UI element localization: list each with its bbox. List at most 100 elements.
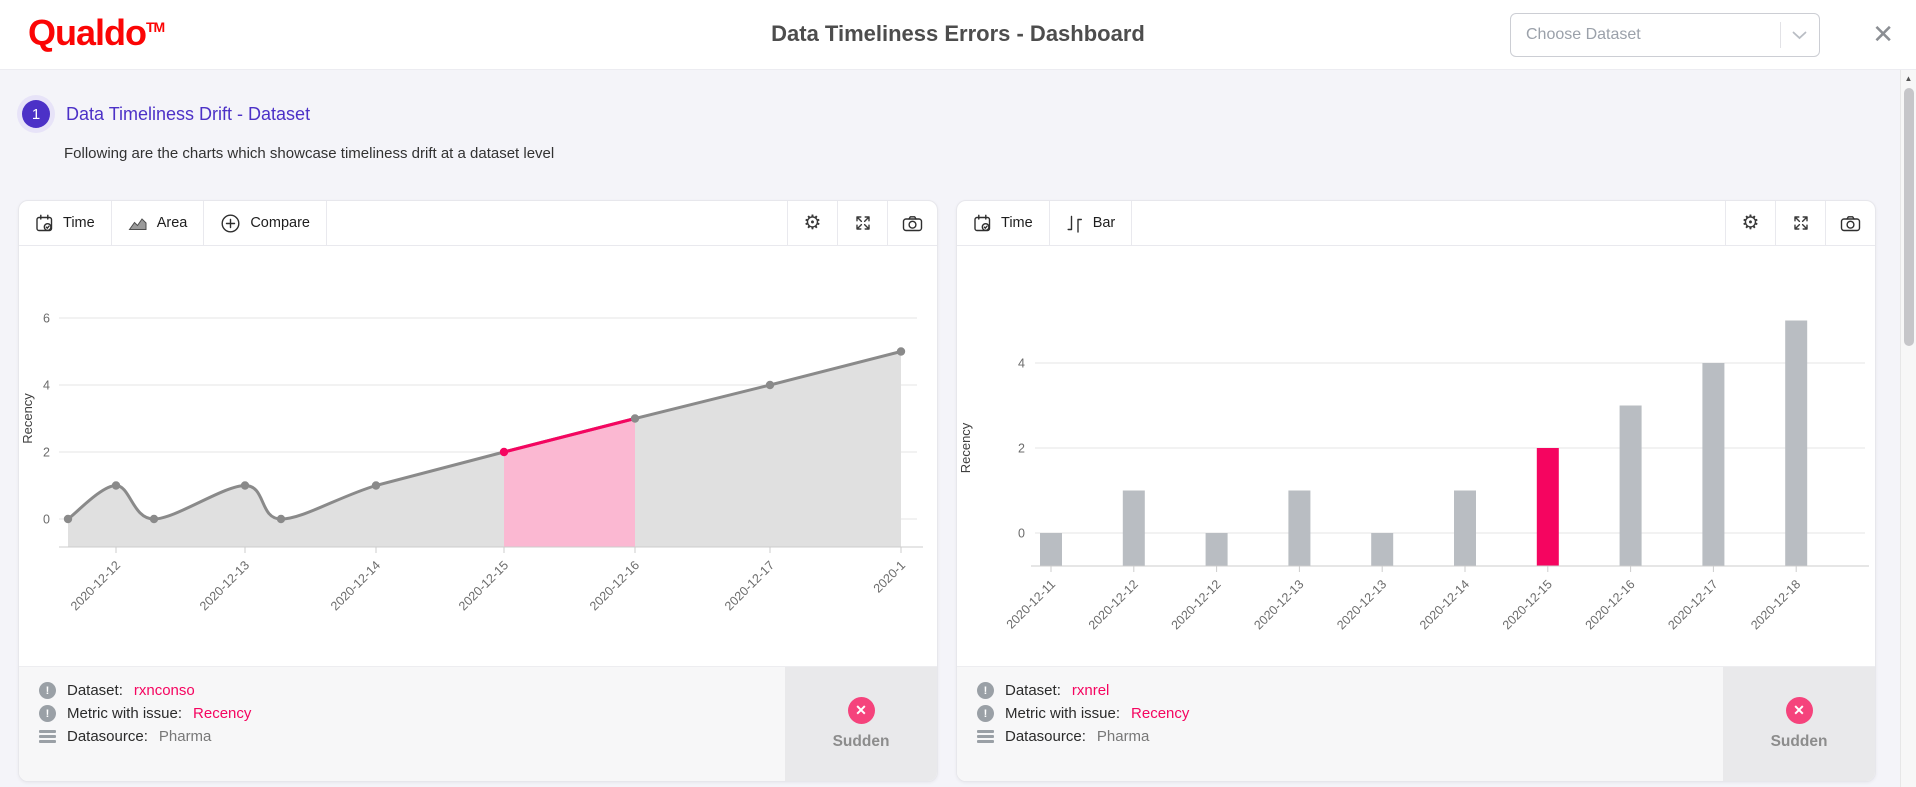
svg-text:2020-12-16: 2020-12-16 (587, 558, 642, 613)
plus-circle-icon (221, 213, 240, 233)
x-circle-icon: ✕ (847, 697, 875, 724)
area-type-label: Area (156, 215, 188, 231)
camera-icon (902, 215, 923, 231)
dataset-label: Dataset: (67, 682, 123, 699)
chevron-down-icon (1792, 31, 1807, 39)
metric-label: Metric with issue: (1005, 705, 1121, 722)
datasource-value: Pharma (158, 728, 212, 745)
bar-chart-box: 0 2 4 2020-12-11 2020-12-12 2020-12-12 2020-12… (957, 246, 1875, 666)
scrollbar-thumb[interactable] (1904, 88, 1914, 346)
svg-text:2020-12-17: 2020-12-17 (1665, 577, 1720, 632)
time-button[interactable]: Time (19, 201, 112, 245)
svg-text:6: 6 (43, 312, 50, 326)
svg-text:2020-12-14: 2020-12-14 (1417, 577, 1472, 632)
svg-text:2: 2 (1018, 442, 1025, 456)
svg-text:2020-12-12: 2020-12-12 (68, 558, 123, 613)
x-circle-icon: ✕ (1785, 697, 1813, 724)
svg-text:2020-1: 2020-1 (871, 558, 908, 595)
svg-text:2020-12-13: 2020-12-13 (197, 558, 252, 613)
logo-trademark: TM (146, 19, 165, 35)
expand-icon (855, 216, 870, 230)
toolbar-spacer (327, 201, 787, 245)
svg-text:2020-12-15: 2020-12-15 (456, 558, 511, 613)
drift-type-label: Sudden (832, 733, 890, 750)
bar-chart-card: Time Bar ⚙ (956, 200, 1876, 782)
dataset-label: Dataset: (1005, 682, 1061, 699)
metric-row: ! Metric with issue: Recency (39, 705, 785, 722)
svg-text:2020-12-15: 2020-12-15 (1500, 577, 1555, 632)
svg-text:0: 0 (1018, 527, 1025, 541)
datasource-label: Datasource: (1005, 728, 1086, 745)
svg-text:4: 4 (1018, 357, 1025, 371)
dataset-value: rxnrel (1071, 682, 1110, 699)
dataset-row: ! Dataset: rxnconso (39, 682, 785, 699)
fullscreen-button[interactable] (837, 201, 887, 245)
area-card-footer: ! Dataset: rxnconso ! Metric with issue:… (19, 666, 937, 781)
datasource-row: Datasource: Pharma (39, 728, 785, 745)
close-icon[interactable]: ✕ (1872, 19, 1894, 49)
expand-icon (1793, 216, 1808, 230)
camera-icon (1840, 215, 1861, 231)
dashboard-content: 1 Data Timeliness Drift - Dataset Follow… (0, 70, 1900, 787)
compare-button[interactable]: Compare (204, 201, 327, 245)
svg-text:2020-12-16: 2020-12-16 (1583, 577, 1638, 632)
bar-card-toolbar: Time Bar ⚙ (957, 201, 1875, 246)
bar-chart[interactable]: 0 2 4 2020-12-11 2020-12-12 2020-12-12 2020-12… (957, 248, 1875, 666)
gear-icon: ⚙ (1741, 212, 1760, 234)
info-icon: ! (39, 682, 56, 699)
bar-chart-icon (1067, 215, 1082, 233)
snapshot-button[interactable] (887, 201, 937, 245)
choose-dataset-placeholder: Choose Dataset (1526, 26, 1641, 43)
area-card-toolbar: Time Area Compare ⚙ (19, 201, 937, 246)
section-title: Data Timeliness Drift - Dataset (66, 103, 311, 124)
info-icon: ! (977, 705, 994, 722)
dropdown-divider (1780, 22, 1781, 48)
svg-text:Recency: Recency (958, 422, 973, 473)
svg-text:2020-12-13: 2020-12-13 (1334, 577, 1389, 632)
choose-dataset-select[interactable]: Choose Dataset (1510, 13, 1820, 57)
time-button-label: Time (1001, 215, 1033, 231)
svg-text:0: 0 (43, 513, 50, 527)
svg-text:Recency: Recency (20, 393, 35, 444)
section-number-badge: 1 (22, 100, 50, 128)
metric-value: Recency (193, 705, 252, 722)
area-chart[interactable]: 0 2 4 6 2020-12-12 2020-12-13 2020-12-14 2020-1… (19, 248, 937, 666)
svg-text:2020-12-14: 2020-12-14 (328, 558, 383, 613)
svg-text:2020-12-13: 2020-12-13 (1251, 577, 1306, 632)
gear-icon: ⚙ (803, 212, 822, 234)
scroll-up-arrow[interactable]: ▲ (1904, 73, 1913, 83)
svg-text:2020-12-17: 2020-12-17 (722, 558, 777, 613)
vertical-scrollbar[interactable]: ▲ (1900, 70, 1916, 787)
metric-label: Metric with issue: (67, 705, 183, 722)
settings-button[interactable]: ⚙ (1725, 201, 1775, 245)
time-button[interactable]: Time (957, 201, 1050, 245)
compare-button-label: Compare (250, 215, 310, 231)
calendar-check-icon (974, 214, 991, 231)
footer-rows: ! Dataset: rxnconso ! Metric with issue:… (19, 667, 785, 781)
datasource-row: Datasource: Pharma (977, 728, 1723, 745)
svg-text:2020-12-12: 2020-12-12 (1169, 577, 1224, 632)
area-type-button[interactable]: Area (112, 201, 205, 245)
svg-text:2020-12-18: 2020-12-18 (1748, 577, 1803, 632)
calendar-check-icon (36, 214, 53, 231)
svg-text:4: 4 (43, 379, 50, 393)
drift-type-label: Sudden (1770, 733, 1828, 750)
drift-type-badge: ✕ Sudden (785, 667, 937, 781)
svg-text:2: 2 (43, 446, 50, 460)
info-icon: ! (39, 705, 56, 722)
dataset-row: ! Dataset: rxnrel (977, 682, 1723, 699)
datasource-label: Datasource: (67, 728, 148, 745)
bar-card-footer: ! Dataset: rxnrel ! Metric with issue: R… (957, 666, 1875, 781)
datasource-icon (977, 730, 994, 743)
toolbar-spacer (1132, 201, 1725, 245)
snapshot-button[interactable] (1825, 201, 1875, 245)
svg-text:2020-12-12: 2020-12-12 (1086, 577, 1141, 632)
metric-value: Recency (1131, 705, 1190, 722)
bar-type-button[interactable]: Bar (1050, 201, 1133, 245)
area-chart-card: Time Area Compare ⚙ (18, 200, 938, 782)
logo-text: Qualdo (28, 12, 147, 53)
datasource-icon (39, 730, 56, 743)
charts-row: Time Area Compare ⚙ (18, 200, 1876, 782)
settings-button[interactable]: ⚙ (787, 201, 837, 245)
fullscreen-button[interactable] (1775, 201, 1825, 245)
